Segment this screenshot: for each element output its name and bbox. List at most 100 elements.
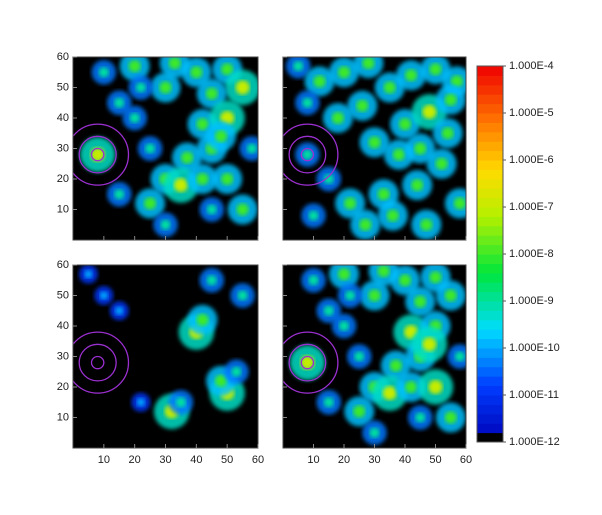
- heat-cell: [220, 111, 235, 125]
- y-tick-label: 20: [57, 381, 69, 393]
- heat-cell: [444, 411, 457, 424]
- colorbar-band: [477, 160, 503, 170]
- heatmap: [73, 57, 258, 237]
- colorbar-band: [477, 178, 503, 189]
- heat-cell: [405, 69, 418, 82]
- heat-cell: [345, 290, 356, 301]
- x-tick-label: 60: [460, 454, 472, 466]
- x-tick-label: 50: [429, 454, 441, 466]
- colorbar-label: 1.000E-11: [509, 389, 559, 401]
- heat-cell: [323, 397, 334, 408]
- heat-cell: [145, 143, 156, 154]
- heat-cell: [362, 57, 375, 70]
- colorbar-band: [477, 272, 503, 283]
- heat-cell: [196, 173, 209, 185]
- target-circle: [90, 355, 105, 370]
- colorbar-label: 1.000E-5: [509, 107, 554, 119]
- y-tick-label: 20: [57, 173, 69, 185]
- heat-cell: [399, 118, 411, 131]
- colorbar-band: [477, 413, 503, 424]
- heat-cell: [190, 66, 203, 79]
- x-tick-label: 20: [129, 454, 141, 466]
- y-tick-label: 40: [57, 112, 69, 124]
- heat-cell: [386, 209, 399, 222]
- heat-cell: [302, 97, 313, 108]
- heat-cell: [377, 265, 390, 278]
- heat-cell: [144, 197, 157, 210]
- colorbar-band: [477, 432, 503, 443]
- heat-cell: [411, 179, 424, 192]
- y-tick-label: 30: [57, 350, 69, 362]
- y-tick-label: 10: [57, 411, 69, 423]
- heatmap: [283, 57, 466, 240]
- colorbar-label: 1.000E-4: [509, 60, 554, 72]
- x-tick-label: 20: [338, 454, 350, 466]
- heat-cell: [428, 380, 443, 394]
- colorbar-band: [477, 113, 503, 123]
- x-tick-label: 40: [190, 454, 202, 466]
- heatmap: [73, 265, 255, 430]
- colorbar-band: [477, 225, 503, 236]
- heat-cell: [414, 142, 427, 155]
- colorbar-label: 1.000E-9: [509, 295, 554, 307]
- heat-cell: [90, 147, 105, 162]
- heat-cell: [136, 398, 145, 407]
- target-circle: [288, 343, 327, 382]
- heat-cell: [444, 289, 457, 302]
- heat-cell: [389, 359, 402, 372]
- heat-cell: [129, 113, 140, 123]
- heat-cell: [429, 271, 442, 284]
- target-circle: [73, 123, 130, 186]
- colorbar-band: [477, 197, 503, 208]
- heat-cell: [173, 178, 188, 193]
- heat-cell: [231, 366, 242, 377]
- x-tick-label: 50: [221, 454, 233, 466]
- heat-cell: [323, 305, 334, 316]
- x-tick-label: 40: [399, 454, 411, 466]
- target-circle: [78, 343, 117, 382]
- heat-cell: [235, 80, 250, 95]
- colorbar-band: [477, 75, 503, 86]
- heat-cell: [114, 189, 125, 200]
- heat-cell: [300, 355, 315, 370]
- heat-cell: [392, 148, 405, 161]
- colorbar-label: 1.000E-12: [509, 436, 560, 448]
- heat-cell: [221, 63, 234, 76]
- colorbar-band: [477, 103, 503, 114]
- heat-cell: [453, 197, 466, 210]
- colorbar-band: [477, 216, 503, 227]
- colorbar-band: [477, 188, 503, 199]
- heatmap: [283, 265, 466, 445]
- heat-cell: [354, 351, 365, 362]
- heat-cell: [115, 306, 124, 315]
- x-tick-label: 30: [368, 454, 380, 466]
- colorbar-band: [477, 244, 503, 255]
- colorbar-band: [477, 319, 503, 330]
- heat-cell: [215, 130, 227, 143]
- heat-cell: [236, 203, 249, 216]
- colorbar-label: 1.000E-10: [509, 342, 560, 354]
- heat-cell: [221, 173, 234, 185]
- heat-cell: [415, 412, 426, 423]
- heat-cell: [382, 386, 397, 401]
- heat-cell: [237, 290, 248, 301]
- colorbar-band: [477, 84, 503, 95]
- target-circle: [300, 147, 315, 162]
- heat-cell: [308, 275, 319, 286]
- colorbar-band: [477, 131, 503, 142]
- colorbar-band: [477, 366, 503, 377]
- colorbar-band: [477, 150, 503, 161]
- target-circle: [90, 147, 105, 162]
- colorbar-label: 1.000E-6: [509, 154, 554, 166]
- heat-cell: [339, 321, 349, 331]
- colorbar-band: [477, 423, 503, 434]
- colorbar-band: [477, 235, 503, 246]
- colorbar-band: [477, 310, 503, 321]
- colorbar-band: [477, 254, 503, 264]
- heat-cell: [206, 204, 217, 215]
- colorbar-band: [477, 291, 503, 302]
- heat-cell: [420, 218, 433, 231]
- colorbar-band: [477, 385, 503, 396]
- y-tick-label: 50: [57, 289, 69, 301]
- heat-cell: [368, 289, 381, 302]
